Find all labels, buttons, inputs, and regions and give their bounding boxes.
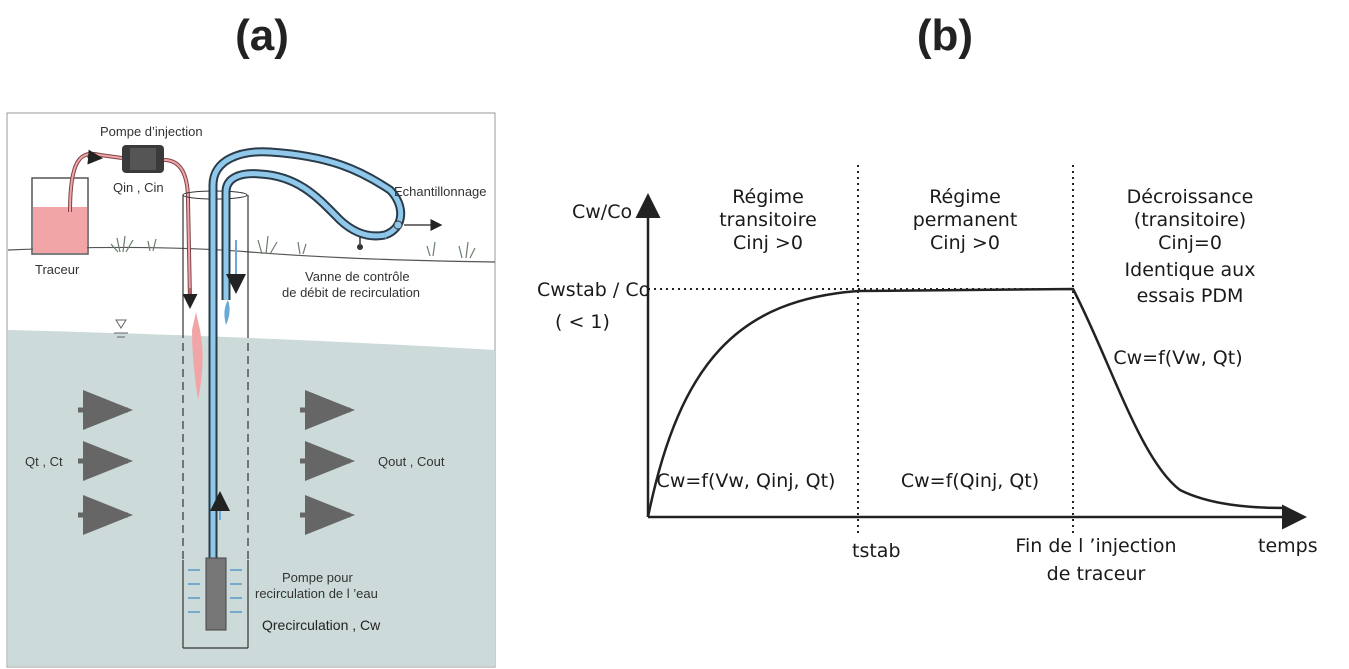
y-axis-label: Cw/Co xyxy=(572,201,632,223)
t-stab-label: tstab xyxy=(852,540,901,562)
water-table-symbol xyxy=(115,319,127,329)
phase3-formula: Cw=f(Vw, Qt) xyxy=(1113,347,1242,369)
phase2-formula: Cw=f(Qinj, Qt) xyxy=(901,470,1039,492)
panel-b-label: (b) xyxy=(917,11,973,60)
q-recirc-label: Qrecirculation , Cw xyxy=(262,617,381,633)
tracer-liquid xyxy=(33,207,87,253)
sampling-label: Echantillonnage xyxy=(394,184,487,199)
recirculation-pipes xyxy=(208,147,406,560)
tracer-label: Traceur xyxy=(35,262,80,277)
ground-surface xyxy=(7,246,496,263)
phase3-line3: Cinj=0 xyxy=(1158,232,1222,254)
concentration-curve xyxy=(646,287,1286,518)
phase3-line2: (transitoire) xyxy=(1134,209,1246,231)
end-injection-label-2: de traceur xyxy=(1047,563,1146,585)
phase1-line3: Cinj >0 xyxy=(733,232,803,254)
valve-label-2: de débit de recirculation xyxy=(282,285,420,300)
y-lt1-label: ( < 1) xyxy=(555,311,610,333)
q-in-label: Qin , Cin xyxy=(113,180,164,195)
phase2-line3: Cinj >0 xyxy=(930,232,1000,254)
q-t-label: Qt , Ct xyxy=(25,454,63,469)
pump-injection-label: Pompe d’injection xyxy=(100,124,203,139)
pump-label-2: recirculation de l ’eau xyxy=(255,586,378,601)
groundwater-area xyxy=(8,330,495,666)
panel-a-label: (a) xyxy=(235,11,289,60)
phase1-line1: Régime xyxy=(732,186,804,208)
recirculation-valve xyxy=(357,244,363,250)
y-stab-label: Cwstab / Co xyxy=(537,279,650,301)
phase1-line2: transitoire xyxy=(719,209,817,231)
pump-label-1: Pompe pour xyxy=(282,570,353,585)
tracer-plume xyxy=(192,312,203,400)
x-axis-label: temps xyxy=(1258,535,1318,557)
phase3-line1: Décroissance xyxy=(1127,186,1254,208)
phase1-formula: Cw=f(Vw, Qinj, Qt) xyxy=(657,470,836,492)
tracer-beaker xyxy=(31,177,89,255)
phase3-line4: Identique aux xyxy=(1125,259,1256,281)
panel-a-diagram xyxy=(6,112,496,668)
valve-label-1: Vanne de contrôle xyxy=(305,269,410,284)
recirculation-pump xyxy=(205,557,227,631)
flow-arrows xyxy=(78,390,355,535)
phase2-line2: permanent xyxy=(913,209,1018,231)
phase2-line1: Régime xyxy=(929,186,1001,208)
end-injection-label-1: Fin de l ’injection xyxy=(1015,535,1176,557)
q-out-label: Qout , Cout xyxy=(378,454,445,469)
phase3-line5: essais PDM xyxy=(1137,285,1244,307)
panel-b-plot xyxy=(635,165,1307,535)
